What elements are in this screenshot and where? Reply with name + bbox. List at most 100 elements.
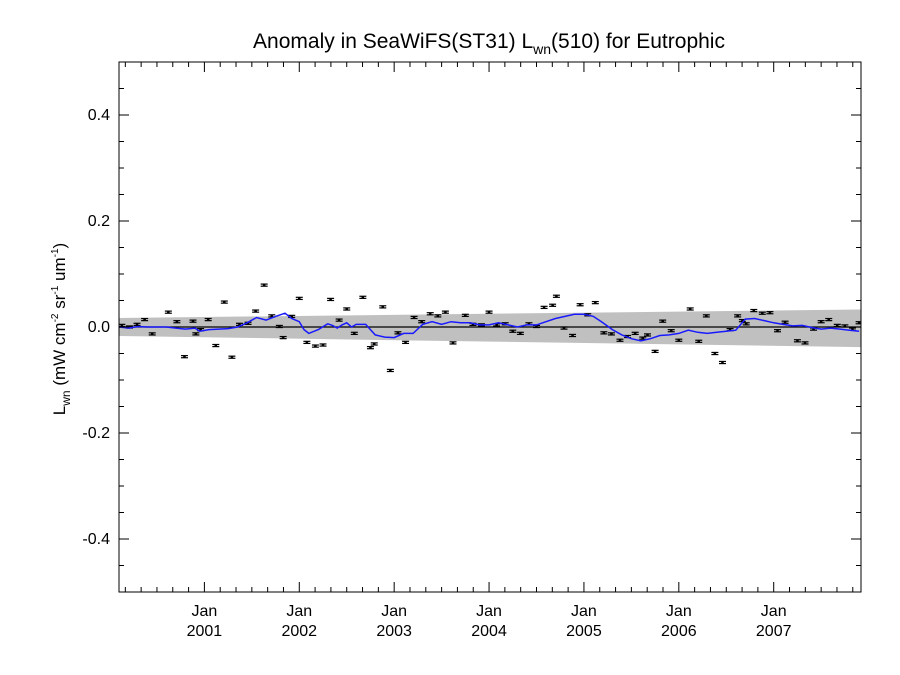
point-marker bbox=[297, 297, 301, 300]
x-tick-label-year: 2006 bbox=[661, 623, 697, 640]
data-point bbox=[192, 332, 200, 336]
point-marker bbox=[436, 314, 440, 318]
point-marker bbox=[697, 340, 701, 343]
point-marker bbox=[594, 301, 597, 304]
data-point bbox=[758, 311, 766, 315]
data-point bbox=[418, 320, 426, 324]
point-marker bbox=[835, 324, 839, 327]
data-point bbox=[366, 346, 374, 350]
data-point bbox=[434, 314, 442, 318]
data-point bbox=[275, 324, 283, 329]
point-marker bbox=[412, 316, 416, 319]
point-marker bbox=[464, 314, 467, 317]
point-marker bbox=[827, 318, 831, 321]
point-marker bbox=[677, 338, 681, 342]
data-point bbox=[319, 343, 327, 347]
point-marker bbox=[214, 344, 218, 347]
point-marker bbox=[819, 320, 823, 324]
point-marker bbox=[361, 296, 365, 299]
point-marker bbox=[602, 331, 606, 335]
x-tick-label-month: Jan bbox=[191, 603, 217, 620]
data-point bbox=[825, 317, 833, 322]
point-marker bbox=[223, 300, 226, 304]
point-marker bbox=[329, 298, 332, 301]
data-point bbox=[359, 295, 367, 299]
data-point bbox=[675, 338, 683, 342]
point-marker bbox=[736, 314, 739, 318]
point-marker bbox=[653, 350, 657, 353]
x-tick-label-year: 2005 bbox=[566, 623, 602, 640]
point-marker bbox=[381, 305, 385, 309]
point-marker bbox=[511, 329, 515, 333]
data-point bbox=[702, 314, 710, 318]
data-point bbox=[817, 320, 825, 324]
point-marker bbox=[183, 355, 186, 358]
point-marker bbox=[314, 344, 317, 348]
data-point bbox=[189, 319, 197, 323]
point-marker bbox=[337, 318, 341, 322]
data-point bbox=[485, 310, 493, 314]
data-point bbox=[711, 351, 719, 356]
point-marker bbox=[167, 310, 170, 314]
point-marker bbox=[150, 332, 154, 336]
point-marker bbox=[641, 336, 645, 340]
data-point bbox=[204, 317, 212, 322]
data-point bbox=[335, 318, 343, 322]
data-point bbox=[410, 315, 418, 320]
data-point bbox=[591, 300, 599, 305]
data-point bbox=[180, 355, 188, 359]
data-point bbox=[173, 320, 181, 324]
point-marker bbox=[776, 329, 779, 333]
point-marker bbox=[495, 323, 498, 327]
point-marker bbox=[610, 332, 613, 336]
data-point bbox=[639, 336, 647, 340]
data-point bbox=[449, 341, 457, 345]
point-marker bbox=[669, 329, 673, 333]
data-point bbox=[576, 303, 584, 307]
point-marker bbox=[270, 314, 274, 318]
data-point bbox=[148, 332, 156, 336]
point-marker bbox=[744, 322, 748, 326]
data-point bbox=[607, 332, 615, 336]
point-marker bbox=[444, 310, 447, 314]
point-marker bbox=[705, 314, 708, 318]
y-axis-label: Lwn (mW cm-2 sr-1 um-1) bbox=[50, 243, 73, 415]
data-point bbox=[212, 343, 220, 348]
point-marker bbox=[175, 320, 179, 324]
data-point bbox=[164, 310, 172, 314]
point-marker bbox=[345, 307, 349, 311]
data-point bbox=[659, 319, 667, 323]
point-marker bbox=[519, 332, 522, 335]
point-marker bbox=[803, 341, 807, 345]
x-tick-label-month: Jan bbox=[666, 603, 692, 620]
x-tick-label-month: Jan bbox=[381, 603, 407, 620]
point-marker bbox=[542, 306, 546, 309]
data-point bbox=[141, 317, 149, 322]
data-point bbox=[540, 305, 548, 310]
point-marker bbox=[713, 352, 717, 355]
point-marker bbox=[721, 361, 724, 364]
point-marker bbox=[571, 334, 574, 337]
chart-title: Anomaly in SeaWiFS(ST31) Lwn(510) for Eu… bbox=[253, 30, 725, 57]
point-marker bbox=[321, 343, 325, 347]
point-marker bbox=[551, 303, 554, 307]
point-marker bbox=[646, 333, 649, 337]
data-point bbox=[742, 322, 750, 326]
point-marker bbox=[857, 321, 861, 325]
x-tick-label-month: Jan bbox=[761, 603, 787, 620]
data-point bbox=[855, 321, 861, 325]
point-marker bbox=[194, 332, 198, 336]
data-point bbox=[718, 360, 726, 365]
point-marker bbox=[191, 319, 195, 323]
point-marker bbox=[783, 320, 787, 324]
point-marker bbox=[135, 323, 139, 326]
data-point bbox=[774, 329, 782, 333]
data-point bbox=[295, 296, 303, 301]
x-tick-label-year: 2002 bbox=[281, 623, 317, 640]
point-marker bbox=[420, 320, 423, 324]
uncertainty-band bbox=[119, 309, 861, 348]
point-marker bbox=[254, 309, 257, 313]
smoothed-line bbox=[119, 312, 860, 342]
point-marker bbox=[353, 332, 356, 335]
